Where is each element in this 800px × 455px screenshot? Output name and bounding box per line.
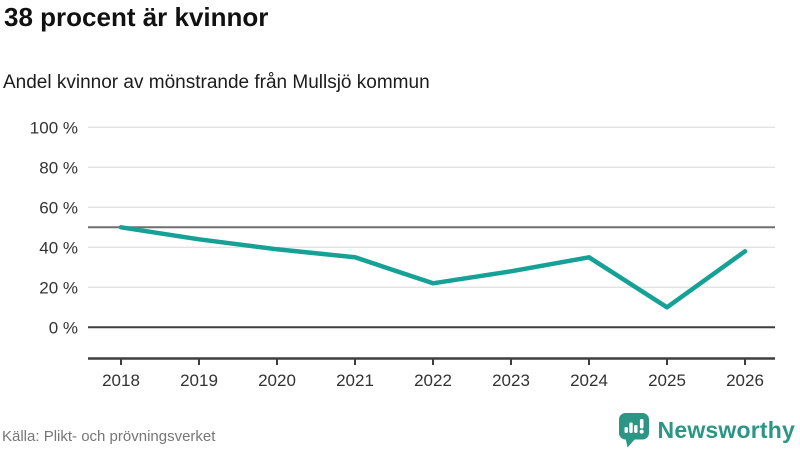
y-tick-label: 20 % [39, 278, 78, 297]
newsworthy-logo: Newsworthy [618, 412, 795, 448]
chart-subtitle: Andel kvinnor av mönstrande från Mullsjö… [3, 72, 430, 93]
y-tick-label: 100 % [30, 118, 78, 137]
page-title: 38 procent är kvinnor [4, 2, 269, 32]
series-line [118, 225, 748, 310]
newsworthy-logo-icon [618, 413, 649, 448]
x-tick-label: 2026 [726, 371, 764, 390]
y-tick-label: 0 % [49, 318, 78, 337]
x-tick-label: 2023 [492, 371, 530, 390]
x-tick-label: 2021 [336, 371, 374, 390]
x-tick-label: 2022 [414, 371, 452, 390]
y-tick-label: 40 % [39, 238, 78, 257]
newsworthy-wordmark: Newsworthy [657, 416, 795, 443]
source-note: Källa: Plikt- och prövningsverket [2, 428, 216, 445]
x-tick-label: 2019 [180, 371, 218, 390]
x-tick-label: 2018 [102, 371, 140, 390]
y-tick-label: 80 % [39, 158, 78, 177]
x-tick-label: 2025 [648, 371, 686, 390]
x-tick-label: 2024 [570, 371, 608, 390]
y-tick-label: 60 % [39, 198, 78, 217]
x-tick-label: 2020 [258, 371, 296, 390]
